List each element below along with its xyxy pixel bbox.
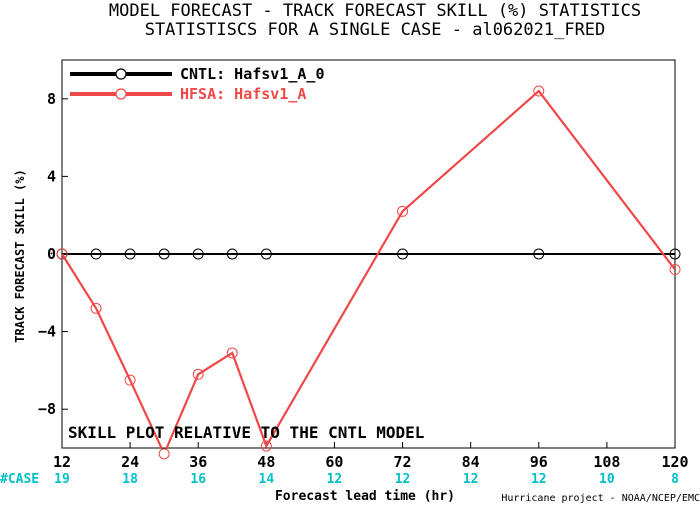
x-tick-label: 12 [53, 453, 71, 471]
case-count: 12 [463, 472, 479, 487]
case-count-row: 19 18 16 14 12 12 12 12 10 8 [54, 472, 679, 487]
y-tick-label: −8 [38, 400, 56, 418]
x-tick-label: 120 [661, 453, 688, 471]
hfsa-point [397, 205, 409, 217]
x-tick-label: 96 [530, 453, 548, 471]
y-tick-label: −4 [38, 323, 56, 341]
hfsa-point [669, 264, 681, 276]
hfsa-series-line [62, 89, 675, 448]
credit-text: Hurricane project - NOAA/NCEP/EMC [501, 493, 700, 504]
legend-marker [115, 88, 127, 100]
y-tick-label: 8 [47, 90, 56, 108]
x-axis-label: Forecast lead time (hr) [275, 489, 455, 504]
y-axis-label: TRACK FORECAST SKILL (%) [13, 169, 27, 342]
y-tick-label: 0 [47, 245, 56, 263]
hfsa-point [56, 248, 68, 260]
chart-title: MODEL FORECAST - TRACK FORECAST SKILL (%… [109, 1, 641, 21]
hfsa-point [124, 374, 136, 386]
x-tick-label: 72 [394, 453, 412, 471]
case-count: 14 [259, 472, 275, 487]
x-tick-label: 108 [593, 453, 620, 471]
skill-annotation: SKILL PLOT RELATIVE TO THE CNTL MODEL [68, 423, 424, 442]
cntl-point [226, 248, 238, 260]
hfsa-point [90, 302, 102, 314]
plot-area [62, 89, 675, 448]
x-tick-label: 48 [257, 453, 275, 471]
cntl-point [158, 248, 170, 260]
cntl-point [124, 248, 136, 260]
case-count: 12 [327, 472, 343, 487]
series-layer [56, 85, 681, 460]
case-count: 12 [531, 472, 547, 487]
cntl-point [90, 248, 102, 260]
x-axis: 12 24 36 48 60 72 84 96 108 120 [53, 442, 689, 471]
x-tick-label: 60 [325, 453, 343, 471]
case-count: 12 [395, 472, 411, 487]
x-tick-label: 36 [189, 453, 207, 471]
hfsa-point [158, 448, 170, 460]
case-count: 10 [599, 472, 615, 487]
y-axis: −8 −4 0 4 8 [38, 90, 68, 418]
legend-entry-label: CNTL: Hafsv1_A_0 [180, 65, 325, 83]
x-tick-label: 84 [462, 453, 480, 471]
cntl-point [397, 248, 409, 260]
case-count: 18 [122, 472, 138, 487]
cntl-point [192, 248, 204, 260]
legend-marker [115, 68, 127, 80]
case-count: 19 [54, 472, 70, 487]
case-count: 8 [671, 472, 679, 487]
cntl-point [260, 248, 272, 260]
legend-entry-label: HFSA: Hafsv1_A [180, 85, 306, 103]
cntl-point [669, 248, 681, 260]
x-tick-label: 24 [121, 453, 139, 471]
legend: CNTL: Hafsv1_A_0 HFSA: Hafsv1_A [70, 65, 325, 103]
chart-subtitle: STATISTISCS FOR A SINGLE CASE - al062021… [145, 20, 606, 40]
case-label: #CASE [0, 472, 39, 487]
hfsa-point [192, 368, 204, 380]
hfsa-point [260, 440, 272, 452]
cntl-point [533, 248, 545, 260]
y-tick-label: 4 [47, 167, 56, 185]
hfsa-point [226, 347, 238, 359]
case-count: 16 [190, 472, 206, 487]
hfsa-point [533, 85, 545, 97]
